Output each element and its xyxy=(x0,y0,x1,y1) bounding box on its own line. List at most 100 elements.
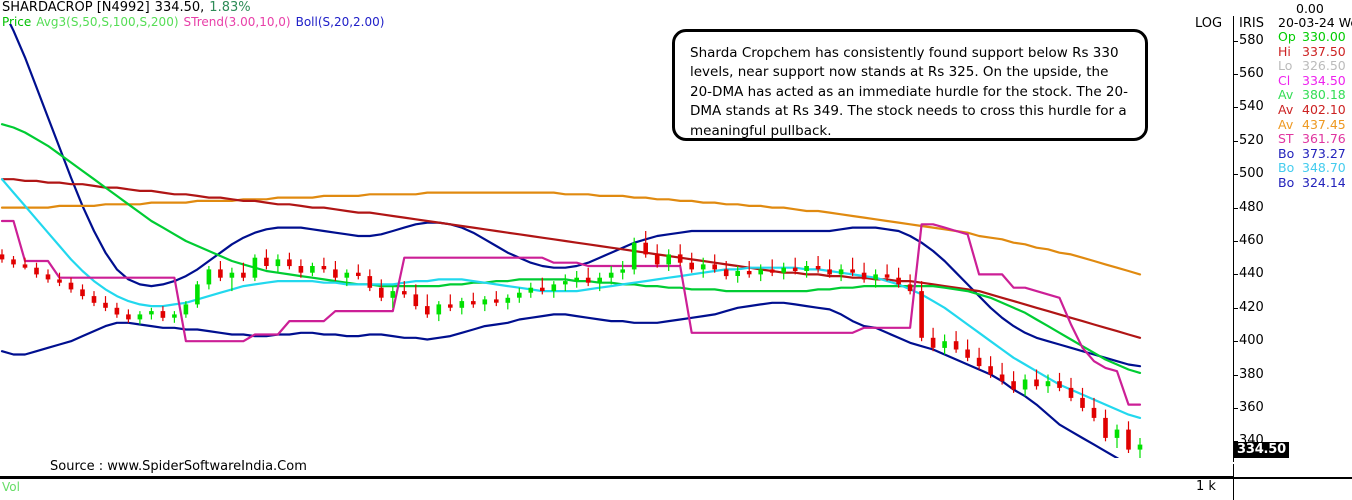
quote-row-value: 330.00 xyxy=(1302,29,1346,44)
chart-series-line xyxy=(8,24,1142,368)
candlestick xyxy=(505,294,511,310)
last-price-marker: 334.50 xyxy=(1234,442,1289,458)
study-bollinger-label[interactable]: Boll(S,20,2.00) xyxy=(295,15,385,29)
candlestick xyxy=(942,334,947,355)
candlestick xyxy=(356,264,361,280)
axis-tick xyxy=(1233,40,1238,42)
quote-row-value: 402.10 xyxy=(1302,102,1346,117)
axis-line xyxy=(1233,16,1234,462)
axis-tick-label: 440 xyxy=(1239,266,1264,282)
quote-row: Av 380.18 xyxy=(1278,87,1352,102)
axis-tick-label: 500 xyxy=(1239,166,1264,182)
candlestick xyxy=(1091,397,1097,422)
log-scale-label[interactable]: LOG xyxy=(1195,16,1223,31)
quote-row-key: Bo xyxy=(1278,145,1295,161)
change-percent-label: 1.83% xyxy=(209,0,251,15)
candlestick xyxy=(746,261,752,278)
candlestick xyxy=(436,301,442,322)
candlestick xyxy=(68,277,74,293)
candlestick xyxy=(620,261,625,280)
candlestick xyxy=(700,257,706,278)
candlestick xyxy=(873,269,878,288)
footer-divider xyxy=(0,477,1352,479)
candlestick xyxy=(1045,374,1051,393)
candlestick xyxy=(896,267,901,288)
candlestick xyxy=(608,266,614,285)
candlestick xyxy=(459,297,465,315)
candlestick xyxy=(907,274,913,295)
candlestick xyxy=(126,309,131,323)
candlestick xyxy=(643,231,648,258)
quote-row-value: 326.50 xyxy=(1302,58,1346,74)
candlestick xyxy=(229,267,235,292)
symbol-label: SHARDACROP [N4992] xyxy=(2,0,150,15)
candlestick xyxy=(574,271,579,288)
axis-tick-label: 580 xyxy=(1239,32,1264,48)
volume-scale-label: 1 k xyxy=(1196,479,1216,494)
quote-row-key: Hi xyxy=(1278,43,1291,59)
study-supertrend-label[interactable]: STrend(3.00,10,0) xyxy=(183,15,291,29)
candlestick xyxy=(448,294,453,312)
candlestick xyxy=(402,281,407,298)
candlestick xyxy=(735,266,740,283)
axis-tick xyxy=(1233,341,1238,343)
quote-row-key: Av xyxy=(1278,102,1294,117)
candlestick xyxy=(0,249,5,263)
candlestick xyxy=(712,254,717,273)
candlestick xyxy=(471,292,476,308)
candlestick xyxy=(988,356,993,378)
quote-row: Cl 334.50 xyxy=(1278,73,1352,88)
candlestick xyxy=(953,331,959,353)
price-chart-canvas[interactable] xyxy=(0,24,1233,458)
study-avg3-label[interactable]: Avg3(S,50,S,100,S,200) xyxy=(36,15,179,29)
iris-label: IRIS xyxy=(1239,16,1264,31)
axis-tick-label: 520 xyxy=(1239,132,1264,148)
study-price-label[interactable]: Price xyxy=(2,15,32,29)
candlestick xyxy=(861,262,867,283)
candlestick xyxy=(815,256,821,273)
candlestick xyxy=(149,307,154,320)
candlestick xyxy=(781,262,786,280)
axis-tick xyxy=(1233,207,1238,209)
candlestick xyxy=(172,311,177,323)
axis-tick xyxy=(1233,140,1238,142)
chart-series-line xyxy=(0,301,1120,458)
candlestick xyxy=(1022,374,1028,397)
candlestick xyxy=(551,281,557,298)
quote-row-key: Lo xyxy=(1278,58,1293,74)
candlestick xyxy=(792,257,798,275)
quote-row: Bo 324.14 xyxy=(1278,175,1352,190)
candlestick xyxy=(80,284,85,300)
axis-tick-label: 540 xyxy=(1239,99,1264,115)
candlestick xyxy=(838,264,844,282)
axis-tick xyxy=(1233,107,1238,109)
candlestick xyxy=(206,266,212,290)
plot-bottom-border xyxy=(0,476,1233,477)
axis-tick xyxy=(1233,441,1238,443)
quote-row-key: Cl xyxy=(1278,72,1291,88)
chart-series-line xyxy=(0,123,1142,374)
candlestick xyxy=(494,291,499,307)
candlestick xyxy=(666,249,671,271)
candlestick xyxy=(654,244,660,268)
candlestick xyxy=(22,257,28,270)
axis-tick xyxy=(1233,274,1238,276)
chart-series-line xyxy=(0,178,1142,419)
candlestick xyxy=(321,257,327,273)
candlestick xyxy=(999,362,1005,385)
candlestick xyxy=(379,279,384,302)
quote-row-key: Av xyxy=(1278,87,1294,103)
quote-row: Bo 348.70 xyxy=(1278,160,1352,175)
axis-tick-label: 420 xyxy=(1239,299,1264,315)
candlestick xyxy=(1080,387,1085,412)
quote-row: Bo 373.27 xyxy=(1278,146,1352,161)
quote-row: Lo 326.50 xyxy=(1278,58,1352,73)
candlestick xyxy=(310,262,315,277)
quote-row: ST 361.76 xyxy=(1278,131,1352,146)
axis-tick xyxy=(1233,241,1238,242)
candlestick xyxy=(1068,377,1074,402)
candlestick xyxy=(1034,369,1039,390)
candlestick xyxy=(413,284,419,310)
candlestick xyxy=(425,294,430,318)
quote-date: 20-03-24 We xyxy=(1278,15,1352,30)
